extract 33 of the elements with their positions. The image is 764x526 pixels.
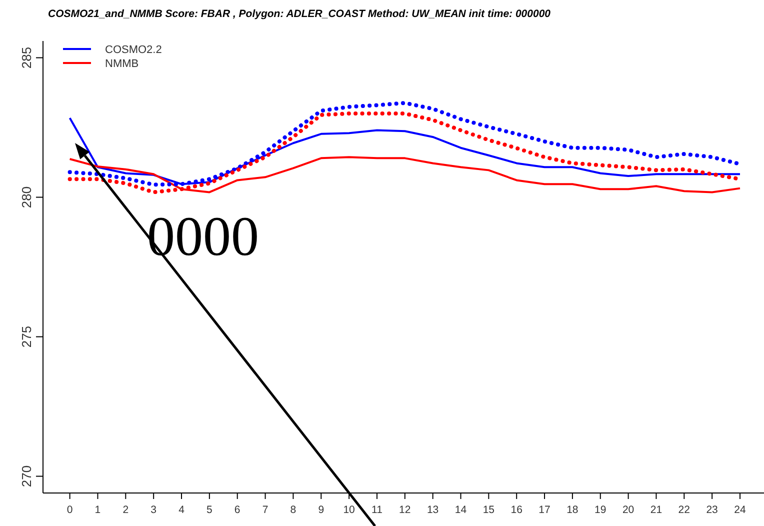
chart-title: COSMO21_and_NMMB Score: FBAR , Polygon: ADLER_COAST Method: UW_MEAN init time: 000000 xyxy=(48,8,551,20)
x-tick-label: 8 xyxy=(290,504,296,516)
legend-label: COSMO2.2 xyxy=(105,44,162,56)
x-tick-label: 3 xyxy=(150,504,157,516)
y-tick-label: 285 xyxy=(19,46,34,69)
x-tick-label: 22 xyxy=(678,504,690,516)
x-tick-label: 24 xyxy=(734,504,746,516)
x-tick-label: 21 xyxy=(650,504,662,516)
x-tick-label: 18 xyxy=(566,504,578,516)
x-tick-label: 23 xyxy=(706,504,718,516)
x-tick-label: 16 xyxy=(510,504,523,516)
x-tick-label: 11 xyxy=(372,504,383,516)
x-tick-label: 9 xyxy=(318,504,324,516)
x-tick-label: 5 xyxy=(206,504,213,516)
y-tick-label: 275 xyxy=(19,326,34,348)
annotation: 0000 xyxy=(147,206,259,268)
y-tick-label: 280 xyxy=(19,186,34,208)
x-tick-label: 2 xyxy=(122,504,129,516)
x-tick-label: 6 xyxy=(234,504,240,516)
x-tick-label: 7 xyxy=(262,504,268,516)
x-tick-label: 14 xyxy=(454,504,467,516)
x-tick-label: 19 xyxy=(594,504,606,516)
x-tick-label: 20 xyxy=(622,504,634,516)
x-tick-label: 0 xyxy=(66,504,73,516)
x-tick-label: 15 xyxy=(482,504,495,516)
x-tick-label: 10 xyxy=(343,504,356,516)
x-tick-label: 12 xyxy=(399,504,411,516)
x-tick-label: 17 xyxy=(538,504,551,516)
legend-label: NMMB xyxy=(105,58,139,70)
x-tick-label: 4 xyxy=(178,504,185,516)
x-tick-label: 1 xyxy=(94,504,101,516)
x-tick-label: 13 xyxy=(426,504,439,516)
y-tick-label: 270 xyxy=(19,465,34,488)
